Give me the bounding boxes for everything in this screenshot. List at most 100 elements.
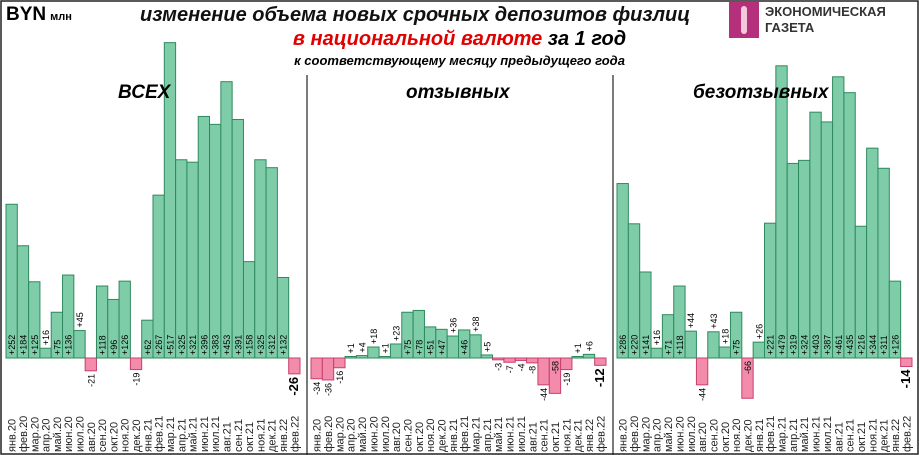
- data-label: -14: [898, 369, 913, 389]
- data-label: +44: [686, 313, 696, 328]
- bar: [378, 356, 391, 359]
- data-label: +1: [573, 343, 583, 353]
- data-label: +267: [154, 335, 164, 355]
- bar: [560, 357, 573, 371]
- bar: [175, 159, 188, 359]
- month-tick-label: май.21: [493, 417, 505, 452]
- month-tick-label: сен.21: [845, 419, 857, 452]
- data-label: +324: [800, 335, 810, 355]
- month-tick-label: ноя.20: [120, 419, 132, 452]
- data-label: +75: [52, 340, 62, 355]
- data-label: +18: [720, 329, 730, 344]
- bar: [389, 343, 403, 359]
- month-tick-label: фев.20: [323, 416, 335, 452]
- data-label: -7: [505, 365, 515, 373]
- month-tick-label: авг.21: [527, 422, 539, 452]
- data-label: +252: [7, 335, 17, 355]
- data-label: +461: [834, 335, 844, 355]
- bar: [288, 357, 301, 375]
- month-tick-label: май.21: [188, 417, 200, 452]
- data-label: +6: [584, 341, 594, 351]
- bar: [28, 281, 41, 359]
- bar: [73, 330, 86, 359]
- logo-line1: ЭКОНОМИЧЕСКАЯ: [765, 4, 886, 19]
- data-label: +184: [18, 335, 28, 355]
- month-tick-label: окт.20: [414, 422, 426, 452]
- bar: [888, 280, 902, 359]
- month-tick-label: июн.20: [368, 416, 380, 452]
- data-label: +126: [120, 335, 130, 355]
- month-tick-label: апр.21: [176, 419, 188, 452]
- bar: [582, 353, 596, 359]
- bar: [798, 159, 811, 359]
- data-label: -4: [516, 363, 526, 371]
- bar: [129, 357, 143, 371]
- data-label: +286: [618, 335, 628, 355]
- bar: [820, 121, 834, 359]
- month-tick-label: янв.22: [890, 419, 902, 452]
- data-label: +132: [279, 335, 289, 355]
- data-label: +118: [675, 335, 685, 355]
- month-tick-label: авг.21: [222, 422, 234, 452]
- month-tick-label: сен.20: [402, 419, 414, 452]
- data-label: -44: [698, 388, 708, 401]
- bar: [900, 357, 913, 368]
- month-tick-label: дек.21: [267, 419, 279, 452]
- month-tick-label: сен.21: [539, 419, 551, 452]
- panel-title-all: ВСЕХ: [118, 82, 171, 103]
- data-label: -26: [286, 377, 301, 396]
- bar: [729, 311, 743, 359]
- month-tick-label: сен.20: [708, 419, 720, 452]
- bar: [809, 111, 822, 359]
- bar: [209, 123, 222, 359]
- chart-subtitle: в национальной валюте за 1 год: [0, 28, 919, 51]
- month-tick-label: ноя.20: [731, 419, 743, 452]
- month-tick-label: дек.20: [131, 419, 143, 452]
- data-label: +75: [732, 340, 742, 355]
- data-label: -66: [743, 361, 753, 374]
- bar: [684, 330, 697, 359]
- panel-title-term: безотзывных: [693, 82, 829, 103]
- currency-label: BYN: [6, 4, 47, 25]
- month-tick-label: фев.21: [154, 416, 166, 452]
- month-tick-label: дек.21: [879, 419, 891, 452]
- month-tick-label: авг.20: [391, 422, 403, 452]
- data-label: +453: [222, 335, 232, 355]
- bar: [866, 147, 879, 359]
- data-label: +46: [460, 340, 470, 355]
- data-label: -44: [539, 388, 549, 401]
- data-label: +36: [448, 318, 458, 333]
- bar: [752, 341, 766, 359]
- month-tick-label: июн.21: [811, 416, 823, 452]
- data-label: +18: [369, 329, 379, 344]
- month-tick-label: янв.21: [448, 419, 460, 452]
- month-tick-label: июн.21: [505, 416, 517, 452]
- data-label: +45: [75, 312, 85, 327]
- data-label: +78: [414, 340, 424, 355]
- bar: [321, 357, 335, 381]
- data-label: +216: [856, 335, 866, 355]
- data-label: +396: [199, 335, 209, 355]
- logo-line2: ГАЗЕТА: [765, 20, 815, 35]
- bar: [39, 347, 52, 359]
- bar: [741, 357, 754, 399]
- month-tick-label: ноя.21: [561, 419, 573, 452]
- month-tick-label: май.20: [357, 417, 369, 452]
- data-label: -58: [550, 361, 560, 374]
- data-label: +221: [766, 335, 776, 355]
- month-tick-label: дек.20: [436, 419, 448, 452]
- month-tick-label: дек.20: [742, 419, 754, 452]
- data-label: +47: [437, 340, 447, 355]
- bar: [594, 357, 607, 366]
- month-tick-label: янв.22: [278, 419, 290, 452]
- month-tick-label: мар.20: [29, 417, 41, 452]
- chart-note: к соответствующему месяцу предыдущего го…: [294, 53, 625, 68]
- month-tick-label: мар.21: [471, 417, 483, 452]
- subtitle-highlight: в национальной валюте: [292, 28, 543, 50]
- bar: [231, 118, 244, 359]
- bar: [775, 65, 788, 359]
- data-label: -19: [132, 373, 142, 386]
- month-tick-label: апр.21: [482, 419, 494, 452]
